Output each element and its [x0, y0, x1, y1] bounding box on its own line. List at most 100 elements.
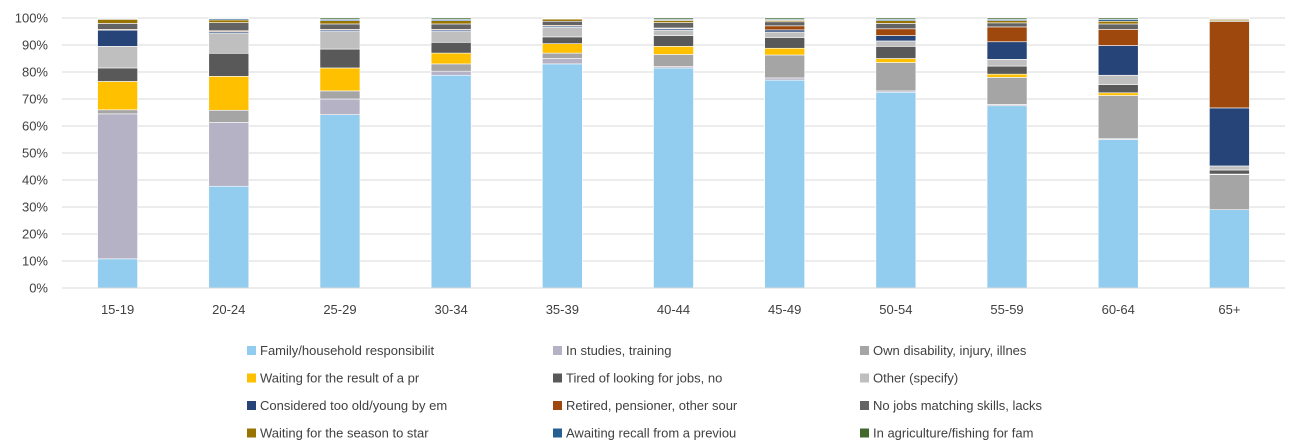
bar-segment	[875, 46, 917, 59]
x-tick-label: 45-49	[768, 302, 801, 317]
legend-swatch	[247, 428, 256, 438]
legend-swatch	[553, 373, 562, 383]
bar-segment	[208, 52, 250, 77]
bar-segment	[542, 63, 583, 289]
bar-segment	[208, 19, 250, 23]
bar-segment	[1209, 209, 1250, 289]
y-tick-label: 20%	[22, 227, 48, 242]
bar-segment	[319, 23, 361, 30]
bar-segment	[430, 70, 472, 76]
bar-segment	[875, 23, 917, 30]
bar-segment	[542, 52, 583, 59]
x-tick-label: 55-59	[990, 302, 1023, 317]
bar-segment	[97, 46, 138, 69]
bar-segment	[986, 77, 1028, 105]
legend-swatch	[247, 401, 256, 410]
x-tick-label: 20-24	[212, 302, 245, 317]
bar-segment	[653, 17, 694, 20]
bar-segment	[875, 91, 917, 289]
y-tick-label: 40%	[22, 173, 48, 188]
bar-segment	[986, 22, 1028, 28]
bar-segment	[542, 43, 583, 54]
bar-segment	[208, 17, 250, 19]
legend-label: No jobs matching skills, lacks	[873, 398, 1043, 413]
y-tick-label: 70%	[22, 92, 48, 107]
legend-label: Waiting for the season to star	[260, 426, 429, 441]
legend-swatch	[247, 346, 256, 355]
y-tick-label: 0%	[29, 281, 48, 296]
bar-segment	[986, 20, 1028, 24]
y-tick-label: 60%	[22, 119, 48, 134]
bar-segment	[764, 77, 805, 81]
bar-segment	[1209, 165, 1250, 171]
bar-segment	[986, 73, 1028, 78]
y-tick-label: 90%	[22, 38, 48, 53]
bar-segment	[319, 17, 361, 20]
x-tick-label: 35-39	[546, 302, 579, 317]
bar-segment	[542, 20, 583, 26]
bar-segment	[208, 122, 250, 187]
legend-label: Waiting for the result of a pr	[260, 371, 420, 386]
legend-label: Awaiting recall from a previou	[566, 426, 736, 441]
x-tick-label: 30-34	[435, 302, 468, 317]
bar-segment	[542, 58, 583, 65]
bar-segment	[430, 52, 472, 65]
bar-segment	[764, 79, 805, 289]
bar-segment	[1209, 169, 1250, 175]
bar-segment	[430, 74, 472, 289]
bar-segment	[1209, 107, 1250, 167]
bar-segment	[653, 54, 694, 67]
legend-label: Family/household responsibilit	[260, 343, 435, 358]
bar-segment	[764, 54, 805, 79]
bar-segment	[986, 65, 1028, 75]
bar-segment	[875, 40, 917, 47]
y-tick-label: 100%	[15, 11, 49, 26]
bar-segment	[319, 67, 361, 92]
bar-segment	[208, 76, 250, 111]
bar-segment	[430, 17, 472, 20]
bar-segment	[430, 63, 472, 72]
bar-segment	[764, 25, 805, 31]
bar-segment	[97, 81, 138, 111]
legend-label: In agriculture/fishing for fam	[873, 426, 1033, 441]
bar-segment	[653, 20, 694, 23]
bar-segment	[430, 31, 472, 43]
y-tick-label: 50%	[22, 146, 48, 161]
y-axis: 0% 10% 20% 30% 40% 50% 60% 70% 80% 90% 100%	[15, 11, 49, 296]
bar-segment	[1097, 95, 1139, 139]
bar-segment	[208, 185, 250, 289]
bar-segment	[653, 29, 694, 36]
bar-segment	[986, 59, 1028, 67]
bar-segment	[430, 23, 472, 30]
legend: Family/household responsibilit In studies…	[247, 343, 1043, 441]
bar-segment	[542, 36, 583, 44]
bar-segment	[319, 31, 361, 50]
bar-segment	[319, 90, 361, 100]
bar-segment	[97, 258, 138, 289]
bar-segment	[875, 58, 917, 63]
bar-segment	[1209, 174, 1250, 211]
bar-segment	[430, 20, 472, 25]
bar-segment	[986, 41, 1028, 60]
bar-segment	[1097, 23, 1139, 30]
bar-segment	[1097, 20, 1139, 25]
legend-label: Tired of looking for jobs, no	[566, 371, 722, 386]
bar-segment	[653, 22, 694, 29]
bar-segment	[986, 17, 1028, 20]
legend-label: Own disability, injury, illnes	[873, 343, 1027, 358]
bars	[97, 17, 1250, 289]
legend-swatch	[553, 346, 562, 355]
bar-segment	[1209, 17, 1250, 19]
bar-segment	[1097, 17, 1139, 20]
bar-segment	[97, 17, 138, 19]
legend-swatch	[860, 428, 869, 438]
bar-segment	[764, 47, 805, 56]
bar-segment	[208, 32, 250, 54]
legend-swatch	[860, 373, 869, 383]
bar-segment	[1097, 74, 1139, 85]
x-tick-label: 15-19	[101, 302, 134, 317]
bar-segment	[1097, 29, 1139, 46]
x-axis: 15-19 20-24 25-29 30-34 35-39 40-44 45-49 50-54…	[101, 302, 1240, 317]
legend-swatch	[553, 428, 562, 438]
bar-segment	[319, 98, 361, 115]
